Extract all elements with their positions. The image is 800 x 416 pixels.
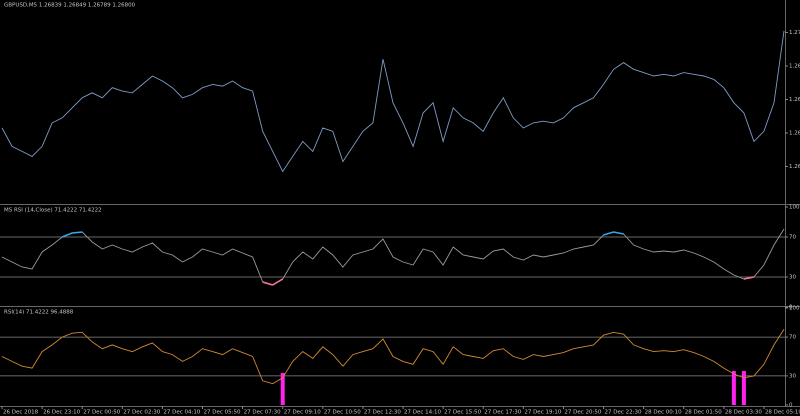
y-tick-label: 0 xyxy=(789,403,793,409)
y-tick-label: 1.2660 xyxy=(789,97,800,103)
y-tick-label: 100 xyxy=(789,205,800,211)
y-tick-label: 1.2640 xyxy=(789,130,800,136)
zone-segment xyxy=(613,231,624,235)
zone-segment xyxy=(743,276,755,280)
signal-bar xyxy=(280,372,285,405)
x-tick-label: 28 Dec 00:10 xyxy=(645,410,682,416)
y-tick-label: 30 xyxy=(789,373,796,379)
x-tick-label: 26 Dec 23:10 xyxy=(43,410,80,416)
zone-segment xyxy=(61,232,73,238)
y-tick-label: 70 xyxy=(789,335,796,341)
x-tick-label: 27 Dec 17:30 xyxy=(484,410,521,416)
x-tick-label: 27 Dec 05:50 xyxy=(204,410,241,416)
x-tick-label: 27 Dec 07:30 xyxy=(244,410,281,416)
signal-bar xyxy=(741,371,746,405)
x-tick-label: 27 Dec 19:10 xyxy=(524,410,561,416)
y-tick-label: 30 xyxy=(789,275,796,281)
y-tick-label: 70 xyxy=(789,235,796,241)
x-tick-label: 27 Dec 09:10 xyxy=(284,410,321,416)
indicator-title: MS RSI (14,Close) 71.4222 71.4222 xyxy=(4,208,102,214)
x-tick-label: 27 Dec 14:10 xyxy=(404,410,441,416)
x-tick-label: 28 Dec 01:50 xyxy=(685,410,722,416)
signal-bar xyxy=(731,371,736,405)
x-tick-label: 27 Dec 12:30 xyxy=(364,410,401,416)
data-line xyxy=(1,30,785,173)
zone-segment xyxy=(262,281,273,286)
x-tick-label: 26 Dec 2018 xyxy=(3,410,39,416)
y-tick-label: 1.2620 xyxy=(789,164,800,170)
x-tick-label: 28 Dec 05:10 xyxy=(765,410,800,416)
zone-segment xyxy=(272,278,284,286)
y-tick-label: 100 xyxy=(789,306,800,312)
y-tick-label: 1.2700 xyxy=(789,30,800,36)
y-tick-label: 1.2680 xyxy=(789,63,800,69)
zone-segment xyxy=(603,231,614,236)
x-tick-label: 27 Dec 20:50 xyxy=(564,410,601,416)
chart-title: GBPUSD,M5 1.26839 1.26849 1.26789 1.2680… xyxy=(4,3,136,9)
indicator-title: RSI(14) 71.4222 96.4888 xyxy=(4,310,74,316)
x-tick-label: 27 Dec 10:50 xyxy=(324,410,361,416)
data-line xyxy=(1,329,785,385)
x-tick-label: 27 Dec 15:50 xyxy=(444,410,481,416)
x-tick-label: 27 Dec 04:10 xyxy=(163,410,200,416)
x-tick-label: 27 Dec 22:30 xyxy=(605,410,642,416)
y-tick-label: 0 xyxy=(789,305,793,311)
x-tick-label: 27 Dec 00:50 xyxy=(83,410,120,416)
x-tick-label: 28 Dec 03:30 xyxy=(725,410,762,416)
x-tick-label: 27 Dec 02:30 xyxy=(123,410,160,416)
data-line xyxy=(1,228,785,286)
zone-segment xyxy=(72,231,83,234)
